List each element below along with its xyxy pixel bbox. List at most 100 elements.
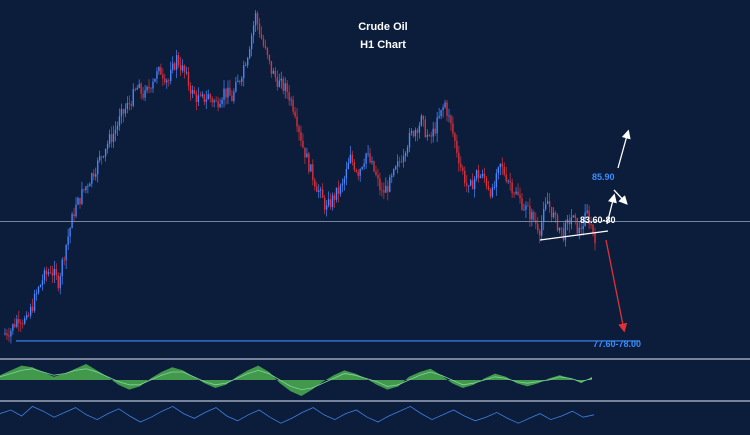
candle-body (322, 189, 324, 198)
candle-body (140, 83, 142, 94)
candle-body (126, 103, 129, 109)
arrow-up-large (617, 129, 631, 169)
candle-body (144, 90, 146, 98)
candle-body (308, 153, 310, 172)
candle-body (511, 182, 513, 194)
candle-body (470, 180, 472, 186)
candle-body (454, 133, 456, 141)
candle-body (108, 134, 111, 144)
candle-body (424, 119, 426, 137)
price-candles (4, 10, 596, 344)
candle-body (379, 178, 381, 191)
candle-body (329, 199, 332, 208)
candle-body (174, 63, 176, 70)
candle-body (468, 185, 470, 187)
candle-body (148, 86, 150, 89)
candle-body (26, 315, 28, 319)
candle-body (260, 33, 263, 39)
candle-body (552, 212, 555, 218)
candle-body (517, 191, 519, 195)
candle-body (292, 99, 294, 112)
candle-body (231, 95, 233, 102)
candle-body (592, 224, 594, 233)
candle-body (225, 88, 227, 98)
candle-body (446, 102, 448, 116)
candle-body (73, 214, 75, 217)
candle-body (250, 35, 253, 50)
candle-body (430, 135, 432, 137)
candle-body (164, 78, 166, 83)
candle-body (233, 91, 235, 102)
candle-body (20, 323, 22, 324)
candle-body (365, 153, 367, 164)
candle-body (357, 171, 359, 176)
candle-body (381, 190, 383, 191)
candle-body (154, 78, 156, 82)
candle-body (377, 174, 379, 179)
candle-body (391, 175, 393, 178)
candle-body (270, 60, 273, 74)
level-label-83-60-80: 83.60-80 (580, 215, 616, 225)
candle-body (33, 293, 36, 311)
candle-body (268, 55, 271, 61)
candle-body (286, 83, 288, 93)
candle-body (55, 268, 57, 276)
candle-body (588, 210, 590, 225)
candle-body (215, 100, 217, 102)
candle-body (51, 272, 54, 276)
candle-body (385, 185, 387, 193)
candle-body (507, 180, 509, 182)
candle-body (434, 128, 436, 134)
candle-body (400, 161, 403, 163)
candle-body (247, 58, 249, 66)
candle-body (185, 71, 188, 73)
candle-body (266, 48, 269, 56)
candle-body (527, 205, 529, 207)
candle-body (450, 115, 452, 124)
candle-body (302, 140, 304, 148)
candle-body (8, 335, 10, 337)
candle-body (97, 160, 99, 175)
candle-body (241, 78, 243, 82)
candle-body (442, 107, 444, 110)
candle-body (543, 209, 545, 223)
candle-body (337, 187, 340, 194)
candle-body (531, 211, 533, 220)
candle-body (586, 210, 588, 213)
candle-body (93, 173, 95, 177)
candle-body (254, 13, 257, 26)
candle-body (106, 143, 109, 149)
candle-body (339, 185, 342, 194)
candle-body (27, 315, 30, 316)
candle-body (282, 78, 284, 91)
candle-body (539, 230, 541, 236)
candle-body (410, 131, 413, 134)
candle-body (142, 93, 144, 98)
candle-body (325, 205, 328, 210)
candle-body (57, 275, 59, 289)
candle-body (124, 108, 127, 114)
candle-body (550, 206, 553, 218)
candle-body (191, 90, 194, 94)
candle-body (554, 212, 557, 216)
candle-body (14, 324, 16, 327)
candle-body (280, 78, 282, 81)
candle-body (229, 87, 231, 96)
candle-body (114, 129, 117, 134)
candle-body (177, 55, 180, 66)
candle-body (398, 161, 401, 163)
resistance-trendline (539, 230, 609, 241)
candle-body (402, 156, 405, 162)
candle-body (166, 80, 168, 83)
candle-body (485, 178, 488, 187)
candle-body (79, 198, 81, 204)
candle-body (548, 201, 551, 207)
macd-indicator-panel (0, 364, 593, 396)
candle-body (170, 69, 172, 81)
candle-body (576, 217, 578, 234)
candle-body (59, 276, 61, 289)
candle-body (31, 306, 34, 311)
candle-body (175, 55, 178, 70)
level-label-77-60-78-00: 77.60-78.00 (593, 339, 641, 349)
candle-body (81, 189, 83, 204)
